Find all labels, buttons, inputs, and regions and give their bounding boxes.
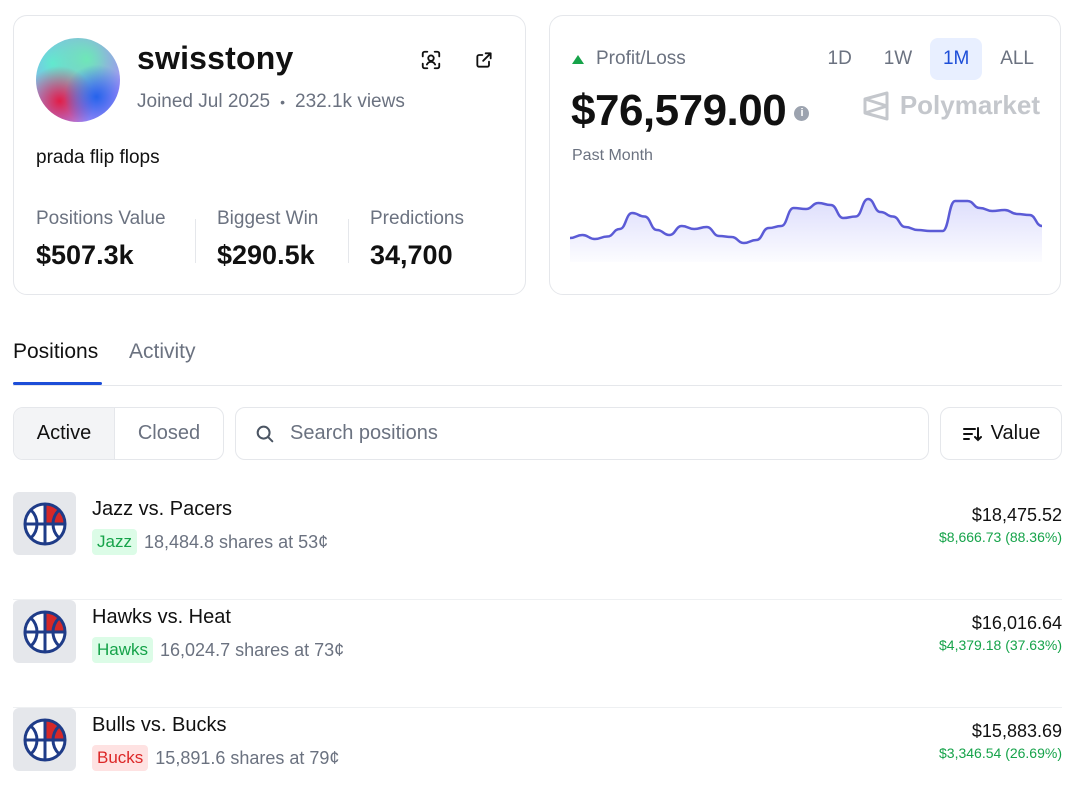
- outcome-badge: Bucks: [92, 745, 149, 771]
- search-icon: [256, 425, 274, 442]
- stat-divider: [348, 219, 349, 263]
- position-details: Hawks 16,024.7 shares at 73¢: [92, 637, 344, 663]
- position-title: Hawks vs. Heat: [92, 606, 231, 628]
- pnl-card: Profit/Loss 1D 1W 1M ALL $76,579.00 i Po…: [549, 15, 1061, 295]
- tab-activity[interactable]: Activity: [129, 340, 196, 363]
- position-value: $18,475.52: [971, 505, 1062, 525]
- scan-face-icon: [421, 50, 441, 70]
- info-icon[interactable]: i: [794, 105, 810, 121]
- outcome-badge: Hawks: [92, 637, 154, 663]
- pnl-sparkline: [570, 197, 1042, 262]
- stat-label: Biggest Win: [217, 208, 319, 229]
- pnl-label-text: Profit/Loss: [596, 48, 686, 69]
- filter-closed[interactable]: Closed: [137, 422, 201, 444]
- shares-text: 18,484.8 shares at 53¢: [143, 531, 329, 552]
- sort-icon: [962, 426, 982, 441]
- active-tab-indicator: [13, 382, 102, 385]
- position-title: Jazz vs. Pacers: [92, 498, 233, 520]
- scan-profile-button[interactable]: [418, 47, 444, 73]
- view-count: 232.1k views: [295, 91, 405, 112]
- sort-label: Value: [990, 422, 1041, 444]
- separator-dot: •: [280, 94, 286, 110]
- basketball-thumbnail: [13, 708, 76, 771]
- stat-positions-value: Positions Value $507.3k: [36, 208, 166, 271]
- range-selector: 1D 1W 1M ALL: [814, 38, 1046, 80]
- status-toggle: Active Closed: [13, 407, 224, 460]
- basketball-thumbnail: [13, 600, 76, 663]
- range-1d[interactable]: 1D: [827, 48, 852, 69]
- filter-active[interactable]: Active: [14, 408, 115, 459]
- position-title: Bulls vs. Bucks: [92, 714, 227, 736]
- open-external-button[interactable]: [471, 47, 497, 73]
- position-change: $8,666.73 (88.36%): [939, 529, 1062, 545]
- position-row[interactable]: Jazz vs. Pacers Jazz 18,484.8 shares at …: [13, 492, 1062, 600]
- pnl-value-row: $76,579.00 i: [571, 86, 810, 136]
- position-change: $3,346.54 (26.69%): [939, 745, 1062, 761]
- position-row[interactable]: Bulls vs. Bucks Bucks 15,891.6 shares at…: [13, 708, 1062, 797]
- polymarket-brand: Polymarket: [862, 90, 1040, 121]
- brand-name: Polymarket: [899, 90, 1040, 120]
- shares-text: 16,024.7 shares at 73¢: [160, 639, 345, 660]
- search-box: [235, 407, 929, 460]
- stat-predictions: Predictions 34,700: [370, 208, 464, 271]
- profile-card: swisstony Joined Jul 2025 • 232.1k views…: [13, 15, 526, 295]
- position-value: $15,883.69: [971, 721, 1062, 741]
- stat-label: Positions Value: [36, 208, 166, 229]
- stat-value: 34,700: [370, 240, 453, 270]
- range-1m[interactable]: 1M: [930, 38, 983, 80]
- range-all[interactable]: ALL: [1000, 48, 1034, 69]
- triangle-up-icon: [572, 54, 584, 64]
- range-1w[interactable]: 1W: [883, 48, 913, 69]
- basketball-icon: [23, 718, 66, 761]
- external-link-icon: [476, 52, 492, 68]
- basketball-icon: [23, 610, 66, 653]
- search-input[interactable]: [290, 422, 890, 445]
- basketball-thumbnail: [13, 492, 76, 555]
- shares-text: 15,891.6 shares at 79¢: [155, 747, 340, 768]
- stat-value: $507.3k: [36, 240, 134, 270]
- stat-divider: [195, 219, 196, 263]
- joined-date: Joined Jul 2025: [137, 91, 271, 112]
- pnl-value: $76,579.00: [571, 86, 787, 135]
- position-value: $16,016.64: [971, 613, 1062, 633]
- bio: prada flip flops: [36, 147, 160, 168]
- avatar[interactable]: [36, 38, 120, 122]
- tab-positions[interactable]: Positions: [13, 340, 99, 363]
- position-details: Bucks 15,891.6 shares at 79¢: [92, 745, 339, 771]
- polymarket-logo-icon: [863, 91, 889, 120]
- outcome-badge: Jazz: [92, 529, 137, 555]
- pnl-label: Profit/Loss: [572, 48, 686, 70]
- period-label: Past Month: [572, 147, 653, 164]
- sparkline-line: [570, 197, 1042, 245]
- profile-meta: Joined Jul 2025 • 232.1k views: [137, 91, 405, 113]
- position-change: $4,379.18 (37.63%): [939, 637, 1062, 653]
- basketball-icon: [23, 502, 66, 545]
- position-details: Jazz 18,484.8 shares at 53¢: [92, 529, 328, 555]
- stat-biggest-win: Biggest Win $290.5k: [217, 208, 318, 271]
- tab-bar: Positions Activity: [13, 332, 1062, 386]
- stat-label: Predictions: [370, 208, 464, 229]
- username: swisstony: [137, 40, 294, 76]
- sparkline-area: [570, 199, 1042, 262]
- position-row[interactable]: Hawks vs. Heat Hawks 16,024.7 shares at …: [13, 600, 1062, 708]
- sort-button[interactable]: Value: [940, 407, 1062, 460]
- stat-value: $290.5k: [217, 240, 315, 270]
